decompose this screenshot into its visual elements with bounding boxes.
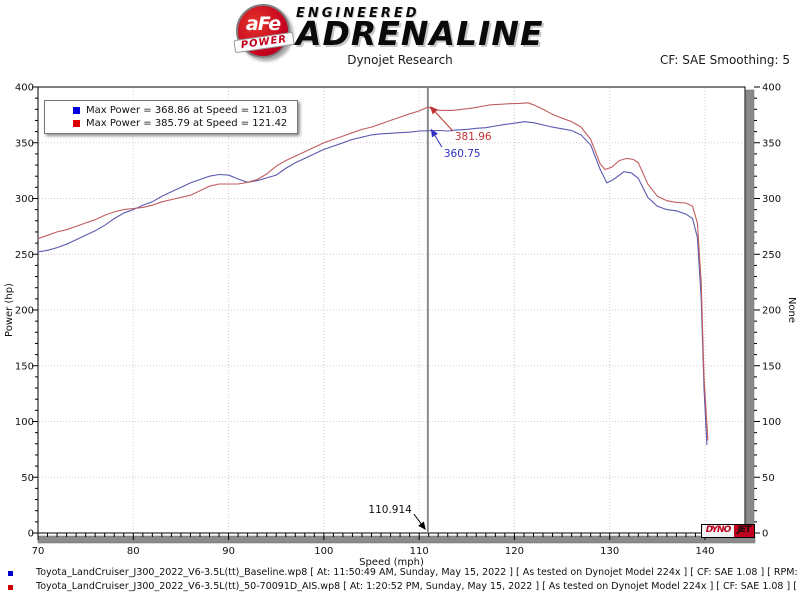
y-tick-label-right: 250 <box>762 250 781 261</box>
logo-wordmark: ENGINEERED ADRENALINE <box>296 4 544 53</box>
run-bullet-blue-icon <box>8 571 13 576</box>
y-tick-label-right: 150 <box>762 361 781 372</box>
y-tick-label-right: 350 <box>762 138 781 149</box>
smoothing-setting: CF: SAE Smoothing: 5 <box>659 53 790 67</box>
annotation-blue-power: 360.75 <box>444 148 481 160</box>
logo-adrenaline: ADRENALINE <box>296 14 544 53</box>
x-tick-label: 110 <box>410 546 429 557</box>
y-tick-label-left: 0 <box>28 529 34 540</box>
y-tick-label-right: 200 <box>762 306 781 317</box>
afe-badge-icon: aFe POWER <box>233 4 295 58</box>
legend-swatch-blue <box>73 107 80 114</box>
y-tick-label-right: 0 <box>762 529 768 540</box>
y-tick-label-left: 150 <box>15 361 34 372</box>
x-tick-label: 90 <box>222 546 235 557</box>
y-tick-label-right: 50 <box>762 473 775 484</box>
y-tick-label-left: 100 <box>15 417 34 428</box>
y-tick-label-right: 400 <box>762 83 781 94</box>
legend-row-intake: Max Power = 385.79 at Speed = 121.42 <box>53 117 287 130</box>
y-axis-title-right: None <box>786 297 797 323</box>
logo-engineered: ENGINEERED <box>296 6 420 21</box>
run-bullet-red-icon <box>8 585 13 590</box>
y-tick-label-right: 300 <box>762 194 781 205</box>
y-tick-label-left: 300 <box>15 194 34 205</box>
dynojet-logo-jet: JET <box>734 525 754 537</box>
y-tick-label-left: 200 <box>15 306 34 317</box>
vertical-scrollbar[interactable] <box>745 89 755 537</box>
horizontal-scrollbar[interactable] <box>37 535 756 544</box>
afe-badge-text: aFe <box>245 13 281 35</box>
x-axis-title: Speed (mph) <box>359 557 424 568</box>
trace-intake <box>37 102 709 441</box>
x-tick-label: 120 <box>505 546 524 557</box>
run-info-baseline: Toyota_LandCruiser_J300_2022_V6-3.5L(tt)… <box>0 567 800 581</box>
y-tick-label-right: 100 <box>762 417 781 428</box>
afe-power-logo: aFe POWER ENGINEERED ADRENALINE <box>233 4 544 58</box>
y-axis-title-left: Power (hp) <box>4 283 15 337</box>
legend-label-intake: Max Power = 385.79 at Speed = 121.42 <box>86 118 288 129</box>
run-text-baseline: Toyota_LandCruiser_J300_2022_V6-3.5L(tt)… <box>36 567 800 578</box>
x-tick-label: 140 <box>695 546 714 557</box>
run-info-footer: Toyota_LandCruiser_J300_2022_V6-3.5L(tt)… <box>0 567 800 595</box>
legend-row-baseline: Max Power = 368.86 at Speed = 121.03 <box>53 104 287 117</box>
trace-baseline <box>37 121 708 445</box>
dynojet-logo-dyno: DYNO <box>705 525 731 535</box>
run-text-intake: Toyota_LandCruiser_J300_2022_V6-3.5L(tt)… <box>36 581 800 592</box>
y-tick-label-left: 350 <box>15 138 34 149</box>
x-tick-label: 80 <box>127 546 140 557</box>
x-tick-label: 130 <box>600 546 619 557</box>
dynojet-logo: DYNO JET <box>701 524 755 538</box>
y-tick-label-left: 50 <box>21 473 34 484</box>
x-tick-label: 70 <box>32 546 45 557</box>
annotation-red-power: 381.96 <box>455 131 492 143</box>
chart-title: Dynojet Research <box>347 53 453 67</box>
x-tick-label: 100 <box>314 546 333 557</box>
legend-swatch-red <box>73 120 80 127</box>
y-tick-label-left: 250 <box>15 250 34 261</box>
y-tick-label-left: 400 <box>15 83 34 94</box>
annotation-cursor-speed: 110.914 <box>368 504 412 516</box>
run-info-intake: Toyota_LandCruiser_J300_2022_V6-3.5L(tt)… <box>0 581 800 595</box>
header: aFe POWER ENGINEERED ADRENALINE Dynojet … <box>0 0 800 78</box>
legend-label-baseline: Max Power = 368.86 at Speed = 121.03 <box>86 105 288 116</box>
legend[interactable]: Max Power = 368.86 at Speed = 121.03 Max… <box>44 100 299 134</box>
